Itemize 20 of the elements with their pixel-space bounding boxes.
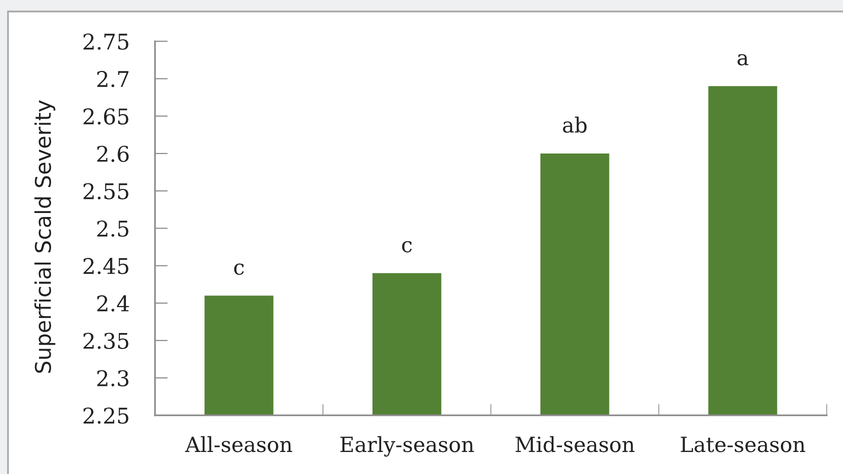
y-tick-label: 2.7	[97, 70, 128, 88]
y-tick-label: 2.3	[97, 370, 128, 386]
y-tick-label: 2.25	[84, 408, 128, 424]
y-tick-label: 2.35	[84, 332, 128, 349]
x-tick-label: Mid-season	[516, 436, 634, 452]
annotation: a	[738, 54, 748, 66]
x-tick-label: Late-season	[680, 436, 806, 452]
annotation: c	[402, 241, 412, 252]
y-tick-label: 2.4	[97, 295, 129, 312]
annotation: ab	[562, 116, 587, 133]
y-tick-label: 2.65	[84, 108, 128, 125]
y-tick-label: 2.45	[84, 258, 128, 274]
x-tick-label: Early-season	[340, 436, 474, 457]
y-tick-label: 2.5	[97, 220, 128, 237]
y-tick-label: 2.6	[97, 146, 129, 162]
y-axis-title: Superficial Scald Severity	[34, 100, 56, 373]
y-tick-label: 2.75	[84, 34, 128, 50]
y-tick-label: 2.55	[84, 183, 128, 200]
x-tick-label: All-season	[185, 436, 292, 452]
annotation: c	[234, 264, 244, 275]
